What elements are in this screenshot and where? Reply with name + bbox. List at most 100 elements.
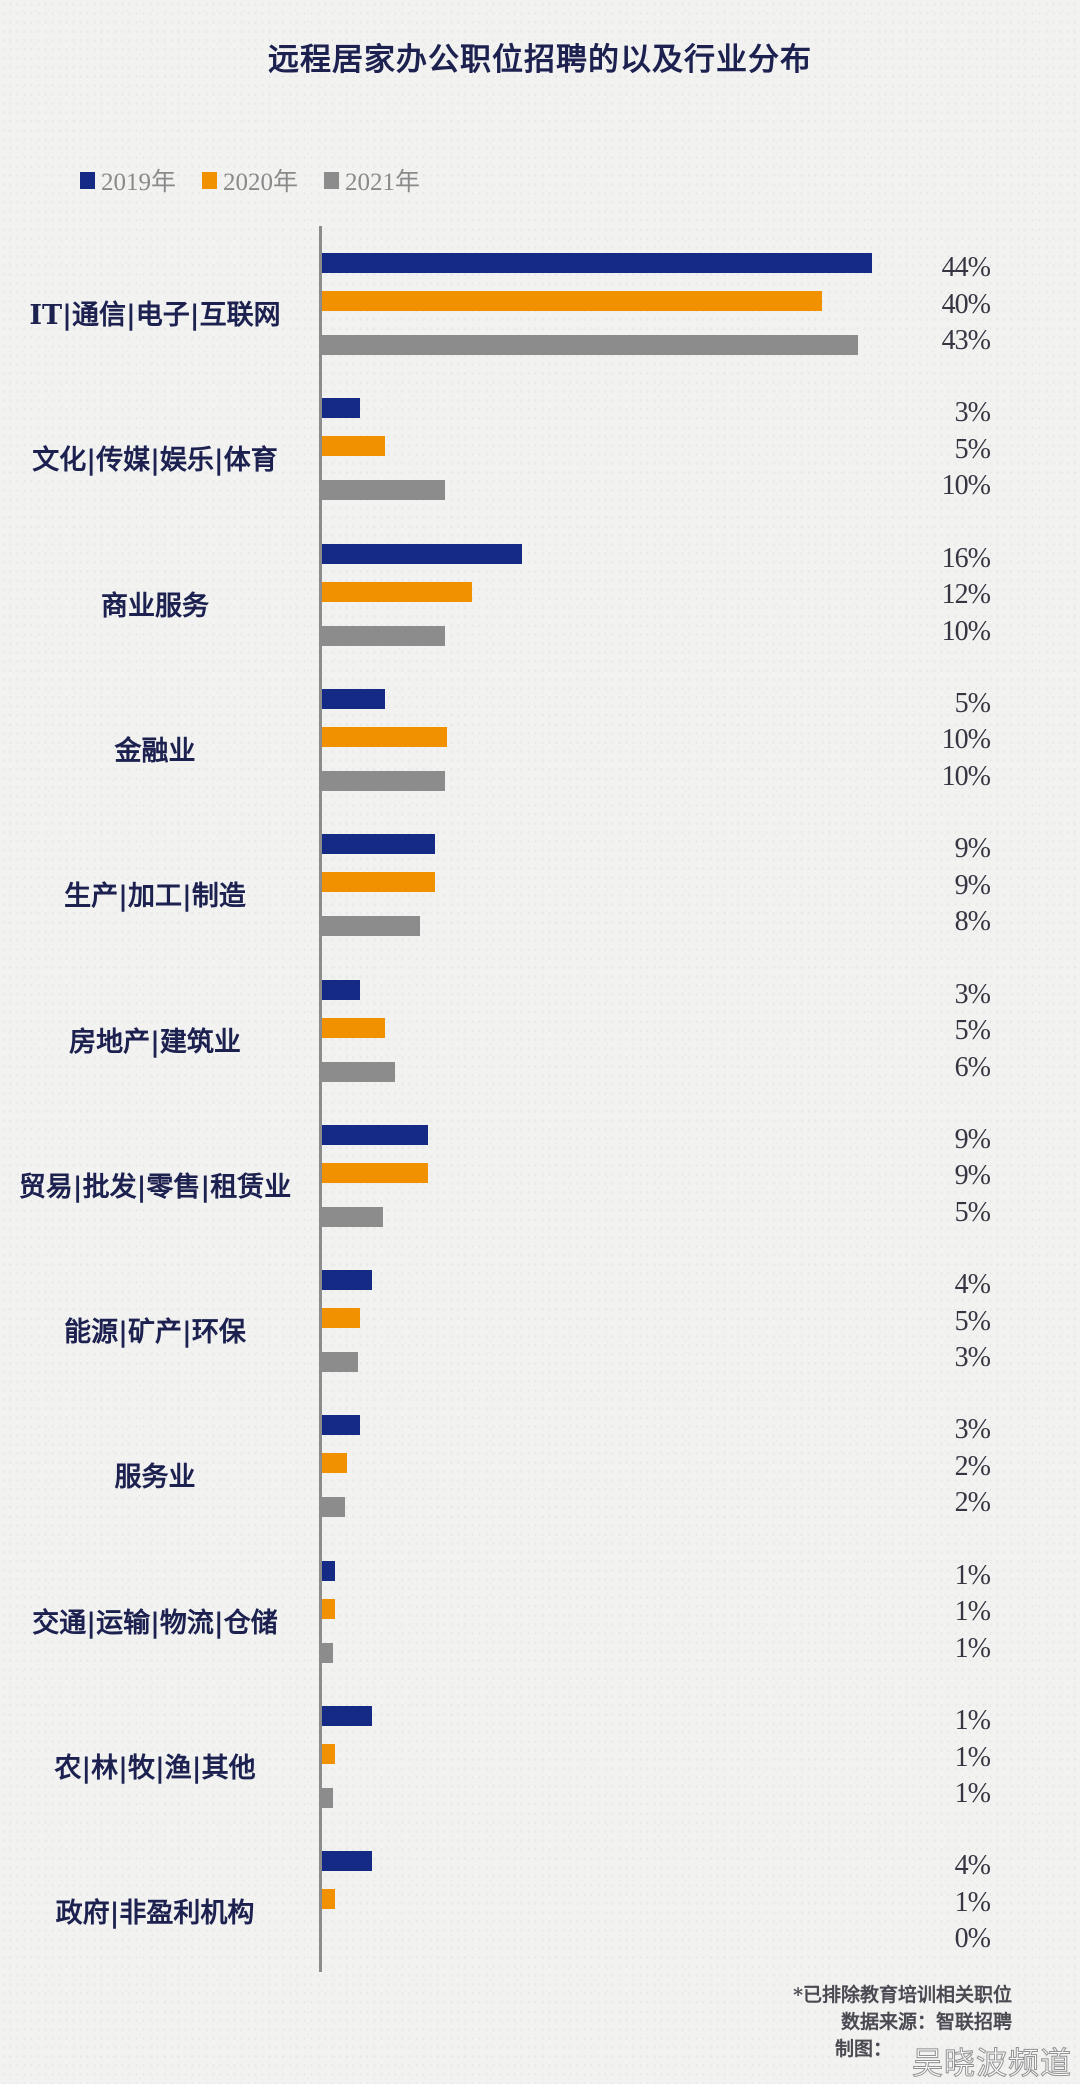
legend-swatch-2019-icon [80,171,95,189]
bar-2020 [322,1308,360,1329]
value-label: 5% [954,1015,991,1046]
value-label: 5% [954,433,991,465]
credit-label: 制图： [834,2038,892,2060]
value-label: 1% [954,1632,991,1664]
value-labels: 9% 9% 8% [900,831,991,941]
category-row: 交通|运输|物流|仓储 1% 1% 1% [0,1558,1080,1706]
legend-item-2019: 2019年 [80,162,176,198]
category-row: 能源|矿产|环保 4% 5% 3% [0,1267,1080,1415]
value-label: 1% [954,1778,991,1809]
bar-2021 [320,480,445,501]
category-row: 农|林|牧|渔|其他 1% 1% 1% [0,1705,1080,1851]
category-label: 金融业 [114,735,196,767]
chart-title: 远程居家办公职位招聘的以及行业分布 [268,42,812,78]
category-label: 交通|运输|物流|仓储 [32,1607,278,1639]
bar-2021 [320,1642,333,1663]
value-label: 10% [941,724,991,756]
value-label: 3% [954,1414,991,1446]
bar-2020 [322,291,822,311]
value-label: 5% [954,1305,991,1337]
category-row: 文化|传媒|娱乐|体育 3% 5% 10% [0,395,1080,543]
bar-2021 [320,770,445,791]
value-label: 1% [954,1596,991,1628]
category-label: 贸易|批发|零售|租赁业 [18,1171,292,1203]
bar-2020 [322,1017,385,1038]
category-row: 贸易|批发|零售|租赁业 9% 9% 5% [0,1122,1080,1270]
category-label: IT|通信|电子|互联网 [29,300,281,331]
legend-swatch-2021-icon [324,171,340,189]
legend-label: 2021年 [345,169,421,196]
bar-2019 [322,1270,372,1291]
category-label: 商业服务 [101,590,209,622]
bar-2019 [322,1560,335,1581]
value-labels: 9% 9% 5% [900,1122,991,1232]
value-labels: 4% 1% 0% [900,1848,991,1958]
bar-2019 [322,1706,372,1726]
bar-2020 [322,436,385,457]
bar-2020 [322,1162,429,1183]
legend: 2019年 2020年 2021年 [80,162,446,198]
bar-2019 [322,1415,360,1436]
legend-item-2021: 2021年 [324,162,420,198]
value-label: 5% [954,1196,991,1228]
category-row: IT|通信|电子|互联网 44% 40% 43% [0,250,1080,398]
value-labels: 1% 1% 1% [900,1558,991,1668]
bar-2021 [320,916,420,937]
value-label: 1% [954,1559,991,1591]
bar-2021 [320,335,858,355]
watermark: 吴晓波频道 [912,2046,1072,2083]
bar-2019 [322,398,360,419]
value-labels: 16% 12% 10% [900,541,991,651]
value-label: 3% [954,397,991,429]
bar-2020 [322,1889,335,1910]
bar-2019 [322,543,522,564]
bar-2021 [320,1788,333,1808]
category-label: 房地产|建筑业 [69,1026,241,1058]
value-labels: 5% 10% 10% [900,686,991,796]
value-label: 1% [954,1705,991,1736]
value-labels: 3% 5% 6% [900,977,991,1087]
value-label: 6% [954,1051,991,1083]
bar-2019 [322,688,385,709]
bar-2019 [322,1851,372,1872]
bar-2020 [322,872,435,893]
value-label: 4% [954,1850,991,1882]
value-label: 3% [954,978,991,1010]
category-row: 商业服务 16% 12% 10% [0,541,1080,689]
data-source: 数据来源：智联招聘 [840,2011,1012,2033]
value-label: 12% [941,579,991,611]
bar-2019 [322,979,360,1000]
category-label: 文化|传媒|娱乐|体育 [32,445,278,477]
value-labels: 4% 5% 3% [900,1267,991,1377]
value-label: 8% [954,906,991,938]
category-row: 生产|加工|制造 9% 9% 8% [0,831,1080,979]
value-label: 3% [954,1342,991,1374]
bar-2020 [322,581,472,602]
bar-2021 [320,1061,395,1082]
value-label: 2% [954,1450,991,1482]
value-label: 44% [941,252,991,283]
value-label: 43% [941,325,991,356]
category-label: 农|林|牧|渔|其他 [54,1753,256,1784]
footer: *已排除教育培训相关职位 数据来源：智联招聘 制图： [793,1982,1012,2063]
bar-2019 [322,1124,429,1145]
bar-2020 [322,1453,347,1474]
value-label: 2% [954,1487,991,1519]
value-label: 10% [941,470,991,502]
value-labels: 3% 2% 2% [900,1412,991,1522]
value-labels: 3% 5% 10% [900,395,991,505]
legend-swatch-2020-icon [202,171,218,189]
category-label: 政府|非盈利机构 [55,1898,255,1930]
bar-2020 [322,1598,335,1619]
bar-2021 [320,625,445,646]
value-labels: 44% 40% 43% [900,250,991,360]
bar-2020 [322,1744,335,1764]
value-label: 10% [941,615,991,647]
category-row: 政府|非盈利机构 4% 1% 0% [0,1848,1080,1996]
value-label: 0% [954,1923,991,1955]
category-label: 服务业 [114,1462,196,1494]
bar-2019 [322,834,435,855]
value-label: 9% [954,833,991,865]
bar-2019 [322,253,872,273]
category-row: 房地产|建筑业 3% 5% 6% [0,977,1080,1125]
